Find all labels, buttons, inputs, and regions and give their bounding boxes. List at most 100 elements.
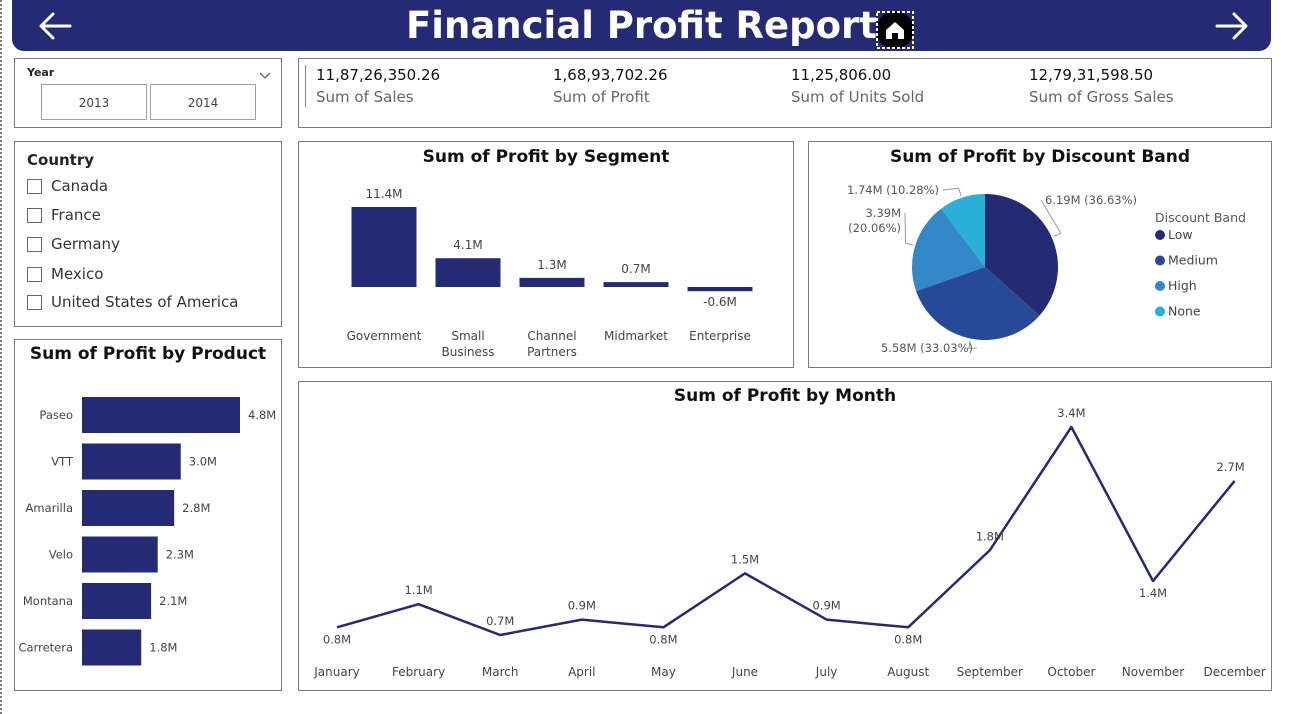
- product-chart-plot: Paseo 4.8M VTT 3.0M Amarilla 2.8M Velo 2.3M Mont…: [18, 397, 276, 666]
- month-data-label: 2.7M: [1216, 460, 1244, 474]
- year-option-2014[interactable]: 2014: [150, 84, 256, 120]
- back-arrow-icon[interactable]: [36, 6, 76, 46]
- month-chart-title: Sum of Profit by Month: [673, 386, 897, 406]
- segment-category-label: Government: [347, 329, 422, 343]
- kpi-label: Sum of Gross Sales: [1029, 88, 1174, 106]
- year-option-2013[interactable]: 2013: [41, 84, 147, 120]
- month-axis-label: January: [313, 665, 360, 679]
- home-icon[interactable]: [876, 11, 914, 49]
- product-category-label: Amarilla: [26, 501, 73, 515]
- month-axis-label: February: [392, 665, 445, 679]
- segment-bar: [603, 282, 669, 287]
- chevron-down-icon[interactable]: [259, 65, 271, 84]
- checkbox[interactable]: [27, 266, 42, 282]
- report-header: Financial Profit Report: [12, 0, 1271, 51]
- month-data-label: 0.8M: [323, 632, 351, 646]
- discount-band-chart-title: Sum of Profit by Discount Band: [889, 147, 1191, 167]
- month-chart-plot: 0.8M January 1.1M February 0.7M March 0.9M Apri…: [313, 406, 1266, 679]
- kpi-label: Sum of Units Sold: [791, 88, 925, 106]
- month-axis-label: July: [815, 665, 838, 679]
- country-option-germany[interactable]: Germany: [27, 234, 120, 254]
- legend-item-label: Medium: [1168, 253, 1218, 268]
- checkbox[interactable]: [27, 236, 42, 252]
- product-data-label: 3.0M: [189, 455, 217, 469]
- year-slicer-title: Year: [27, 66, 55, 79]
- country-label: Canada: [51, 177, 109, 195]
- pie-leader-line: [1040, 199, 1062, 237]
- kpi-card-strip: [298, 58, 1272, 128]
- kpi-value: 11,87,26,350.26: [316, 66, 441, 84]
- month-axis-label: November: [1122, 665, 1184, 679]
- segment-data-label: 0.7M: [621, 262, 650, 276]
- month-axis-label: December: [1203, 665, 1265, 679]
- country-label: Mexico: [51, 265, 104, 283]
- segment-chart-card[interactable]: Sum of Profit by Segment 11.4M Government…: [298, 141, 794, 368]
- pie-slice: [985, 194, 1058, 316]
- product-category-label: Paseo: [39, 408, 73, 422]
- segment-category-label: Midmarket: [604, 329, 668, 343]
- checkbox[interactable]: [27, 294, 42, 310]
- segment-bar: [351, 207, 417, 287]
- month-data-label: 3.4M: [1057, 406, 1085, 420]
- segment-data-label: 4.1M: [453, 238, 482, 252]
- product-bar: [82, 490, 175, 526]
- month-data-label: 1.1M: [404, 583, 432, 597]
- kpi-sum-of-gross-sales: 12,79,31,598.50 Sum of Gross Sales: [1029, 66, 1174, 106]
- product-data-label: 1.8M: [149, 641, 177, 655]
- discount-band-chart-card[interactable]: Sum of Profit by Discount Band 6.19M (36…: [808, 141, 1272, 368]
- product-data-label: 2.3M: [166, 548, 194, 562]
- kpi-value: 1,68,93,702.26: [553, 66, 668, 84]
- forward-arrow-icon[interactable]: [1211, 6, 1251, 46]
- segment-bar: [519, 277, 585, 287]
- country-label: France: [51, 206, 101, 224]
- pie-leader-line: [942, 187, 962, 197]
- discount-band-chart-plot: 6.19M (36.63%) 5.58M (33.03%) 3.39M(20.06%…: [847, 183, 1246, 355]
- month-axis-label: October: [1047, 665, 1095, 679]
- month-data-label: 0.7M: [486, 614, 514, 628]
- pie-data-label: 3.39M: [865, 206, 901, 220]
- country-option-canada[interactable]: Canada: [27, 176, 108, 196]
- checkbox[interactable]: [27, 178, 42, 194]
- country-option-mexico[interactable]: Mexico: [27, 264, 103, 284]
- product-bar: [82, 583, 152, 619]
- country-slicer: Country: [14, 141, 282, 327]
- month-axis-label: May: [651, 665, 676, 679]
- product-category-label: VTT: [51, 455, 74, 469]
- segment-data-label: -0.6M: [703, 295, 737, 309]
- page-title: Financial Profit Report: [406, 4, 877, 47]
- canvas-edge: [0, 0, 3, 714]
- segment-category-label: Enterprise: [689, 329, 751, 343]
- segment-category-label: Channel: [527, 329, 576, 343]
- month-axis-label: March: [482, 665, 519, 679]
- pie-slice: [912, 208, 985, 292]
- country-label: Germany: [51, 235, 120, 253]
- segment-chart-title: Sum of Profit by Segment: [422, 147, 670, 167]
- segment-data-label: 1.3M: [537, 258, 566, 272]
- pie-data-label: 1.74M (10.28%): [847, 183, 939, 197]
- segment-category-label: Business: [442, 345, 495, 359]
- month-data-label: 1.5M: [731, 552, 759, 566]
- product-chart-card[interactable]: Sum of Profit by Product Paseo 4.8M VTT 3.0…: [14, 339, 282, 691]
- month-chart-card[interactable]: Sum of Profit by Month 0.8M January 1.1M Fe…: [298, 381, 1272, 691]
- month-data-label: 0.8M: [649, 632, 677, 646]
- country-option-france[interactable]: France: [27, 205, 101, 225]
- product-bar: [82, 629, 142, 666]
- segment-category-label: Small: [451, 329, 484, 343]
- product-bar: [82, 443, 181, 480]
- month-data-label: 1.4M: [1139, 586, 1167, 600]
- product-data-label: 4.8M: [248, 408, 276, 422]
- pie-data-label: (20.06%): [848, 221, 901, 235]
- pie-slice: [916, 267, 1040, 340]
- month-axis-label: June: [731, 665, 758, 679]
- checkbox[interactable]: [27, 207, 42, 223]
- country-label: United States of America: [51, 293, 239, 311]
- pie-leader-line: [904, 212, 914, 246]
- pie-data-label: 6.19M (36.63%): [1045, 193, 1137, 207]
- country-option-usa[interactable]: United States of America: [27, 292, 238, 312]
- segment-category-label: Partners: [527, 345, 577, 359]
- segment-chart-plot: 11.4M Government 4.1M Small Business 1.3M Chan…: [347, 187, 753, 359]
- month-axis-label: August: [887, 665, 929, 679]
- product-bar: [82, 397, 240, 433]
- month-axis-label: September: [957, 665, 1023, 679]
- product-category-label: Montana: [23, 594, 73, 608]
